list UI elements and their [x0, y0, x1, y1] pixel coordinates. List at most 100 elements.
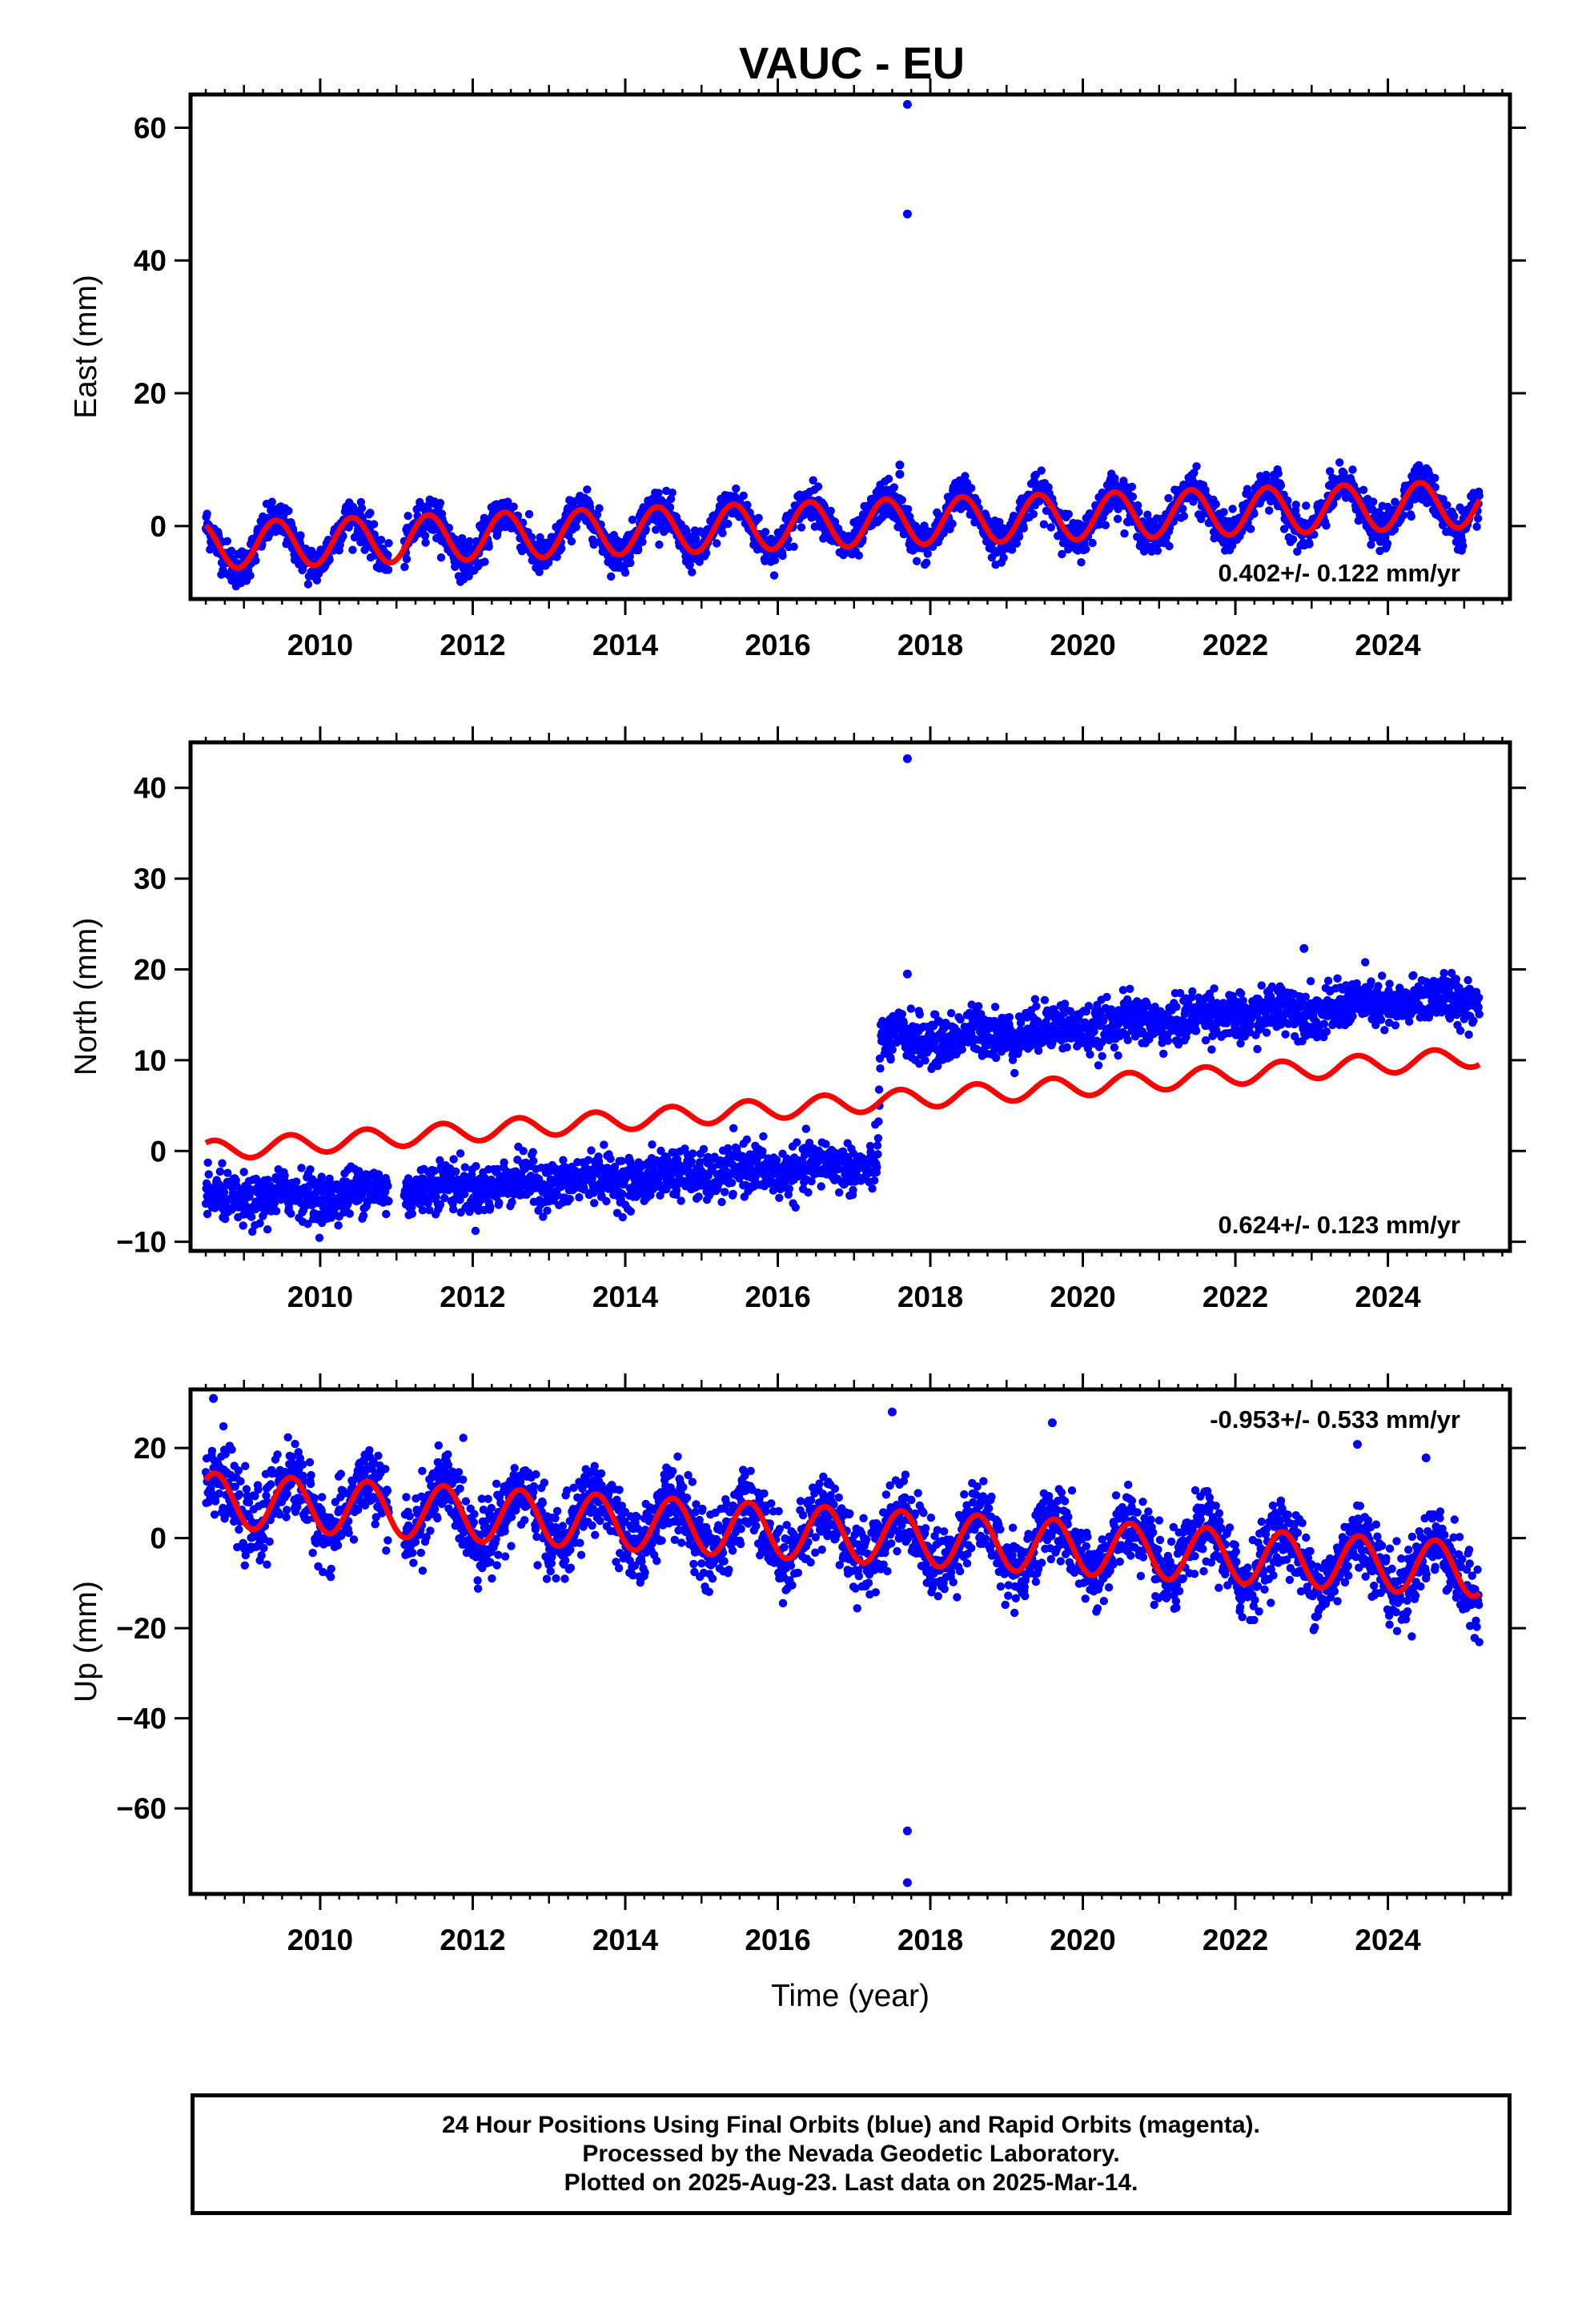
data-point [508, 1197, 516, 1207]
data-point [743, 501, 752, 509]
y-tick-label: 60 [134, 111, 167, 144]
data-point [1113, 514, 1122, 524]
data-point [655, 540, 664, 549]
data-point [732, 484, 741, 493]
outlier-point [895, 469, 905, 479]
data-point [1046, 523, 1056, 532]
data-point [524, 509, 534, 519]
data-point [817, 1182, 825, 1191]
data-point [600, 1140, 608, 1149]
data-point [868, 1184, 877, 1193]
data-point [215, 1167, 225, 1176]
data-point [575, 1193, 584, 1202]
data-point [460, 1163, 469, 1172]
data-point [921, 1056, 930, 1065]
data-point [1302, 501, 1311, 510]
data-point [306, 1165, 315, 1174]
data-point [873, 1163, 881, 1172]
data-point [638, 537, 647, 546]
data-point [729, 1189, 737, 1199]
data-point [1165, 541, 1174, 551]
data-point [247, 1212, 256, 1221]
data-point [348, 545, 357, 554]
data-point [668, 489, 677, 497]
data-point [583, 485, 592, 494]
y-tick-label: 20 [134, 377, 167, 410]
data-point [897, 1010, 907, 1019]
data-point [873, 1141, 882, 1150]
data-point [772, 1156, 781, 1164]
data-point [620, 568, 630, 577]
data-point [1247, 525, 1255, 533]
data-point [688, 568, 697, 577]
data-point [325, 555, 334, 565]
figure-title: VAUC - EU [739, 38, 965, 88]
data-point [345, 1209, 354, 1218]
data-point [778, 551, 787, 561]
data-point [1014, 533, 1024, 541]
data-point [587, 1146, 596, 1155]
data-point [677, 1196, 685, 1205]
data-point [1407, 512, 1416, 521]
data-point [666, 494, 676, 504]
data-point [801, 1124, 810, 1133]
data-point [296, 531, 305, 540]
data-point [974, 1002, 983, 1011]
data-point [595, 504, 604, 513]
data-point [923, 549, 932, 558]
data-point [1037, 466, 1046, 475]
data-point [255, 1219, 264, 1228]
data-point [519, 1147, 528, 1156]
data-point [287, 1209, 295, 1218]
data-point [1305, 540, 1314, 549]
data-point [687, 1157, 696, 1166]
data-point [641, 525, 650, 534]
data-point [1029, 509, 1038, 519]
panel-north: 2010 2012 2014 2016 2018 2020 2022 2024−1001020… [69, 726, 1526, 1313]
data-point [267, 497, 276, 506]
data-point [967, 484, 976, 493]
data-point [1475, 491, 1484, 501]
data-points [201, 754, 1484, 1242]
data-point [1178, 505, 1187, 513]
data-point [219, 1188, 229, 1197]
data-point [618, 1189, 627, 1199]
data-point [203, 509, 211, 518]
data-point [449, 1155, 458, 1164]
data-point [770, 556, 780, 565]
data-point [665, 503, 675, 512]
data-point [886, 1055, 895, 1064]
data-point [1265, 506, 1274, 515]
data-point [958, 1045, 966, 1054]
data-point [1348, 465, 1357, 474]
data-point [420, 531, 430, 541]
data-point [203, 1158, 212, 1168]
data-point [449, 1204, 458, 1214]
data-point [874, 1085, 884, 1094]
data-point [724, 519, 733, 529]
data-point [618, 1212, 627, 1222]
data-point [1101, 521, 1110, 529]
data-point [729, 1124, 738, 1133]
data-point [874, 1117, 883, 1126]
data-point [251, 556, 260, 565]
data-point [480, 557, 489, 566]
y-tick-label: 0 [150, 510, 167, 543]
data-point [535, 568, 544, 577]
data-point [769, 571, 779, 580]
data-point [360, 545, 369, 554]
data-point [854, 551, 864, 560]
data-point [813, 482, 823, 491]
x-tick-label: 2012 [440, 629, 505, 661]
data-point [359, 1211, 368, 1220]
data-point [775, 1193, 784, 1203]
data-point [785, 1184, 793, 1193]
data-point [239, 1168, 248, 1176]
data-point [804, 1188, 813, 1197]
data-point [1039, 520, 1049, 529]
data-point [1276, 480, 1286, 490]
data-point [1088, 538, 1097, 548]
data-point [404, 512, 412, 521]
data-point [912, 557, 921, 565]
data-point [565, 1195, 574, 1204]
